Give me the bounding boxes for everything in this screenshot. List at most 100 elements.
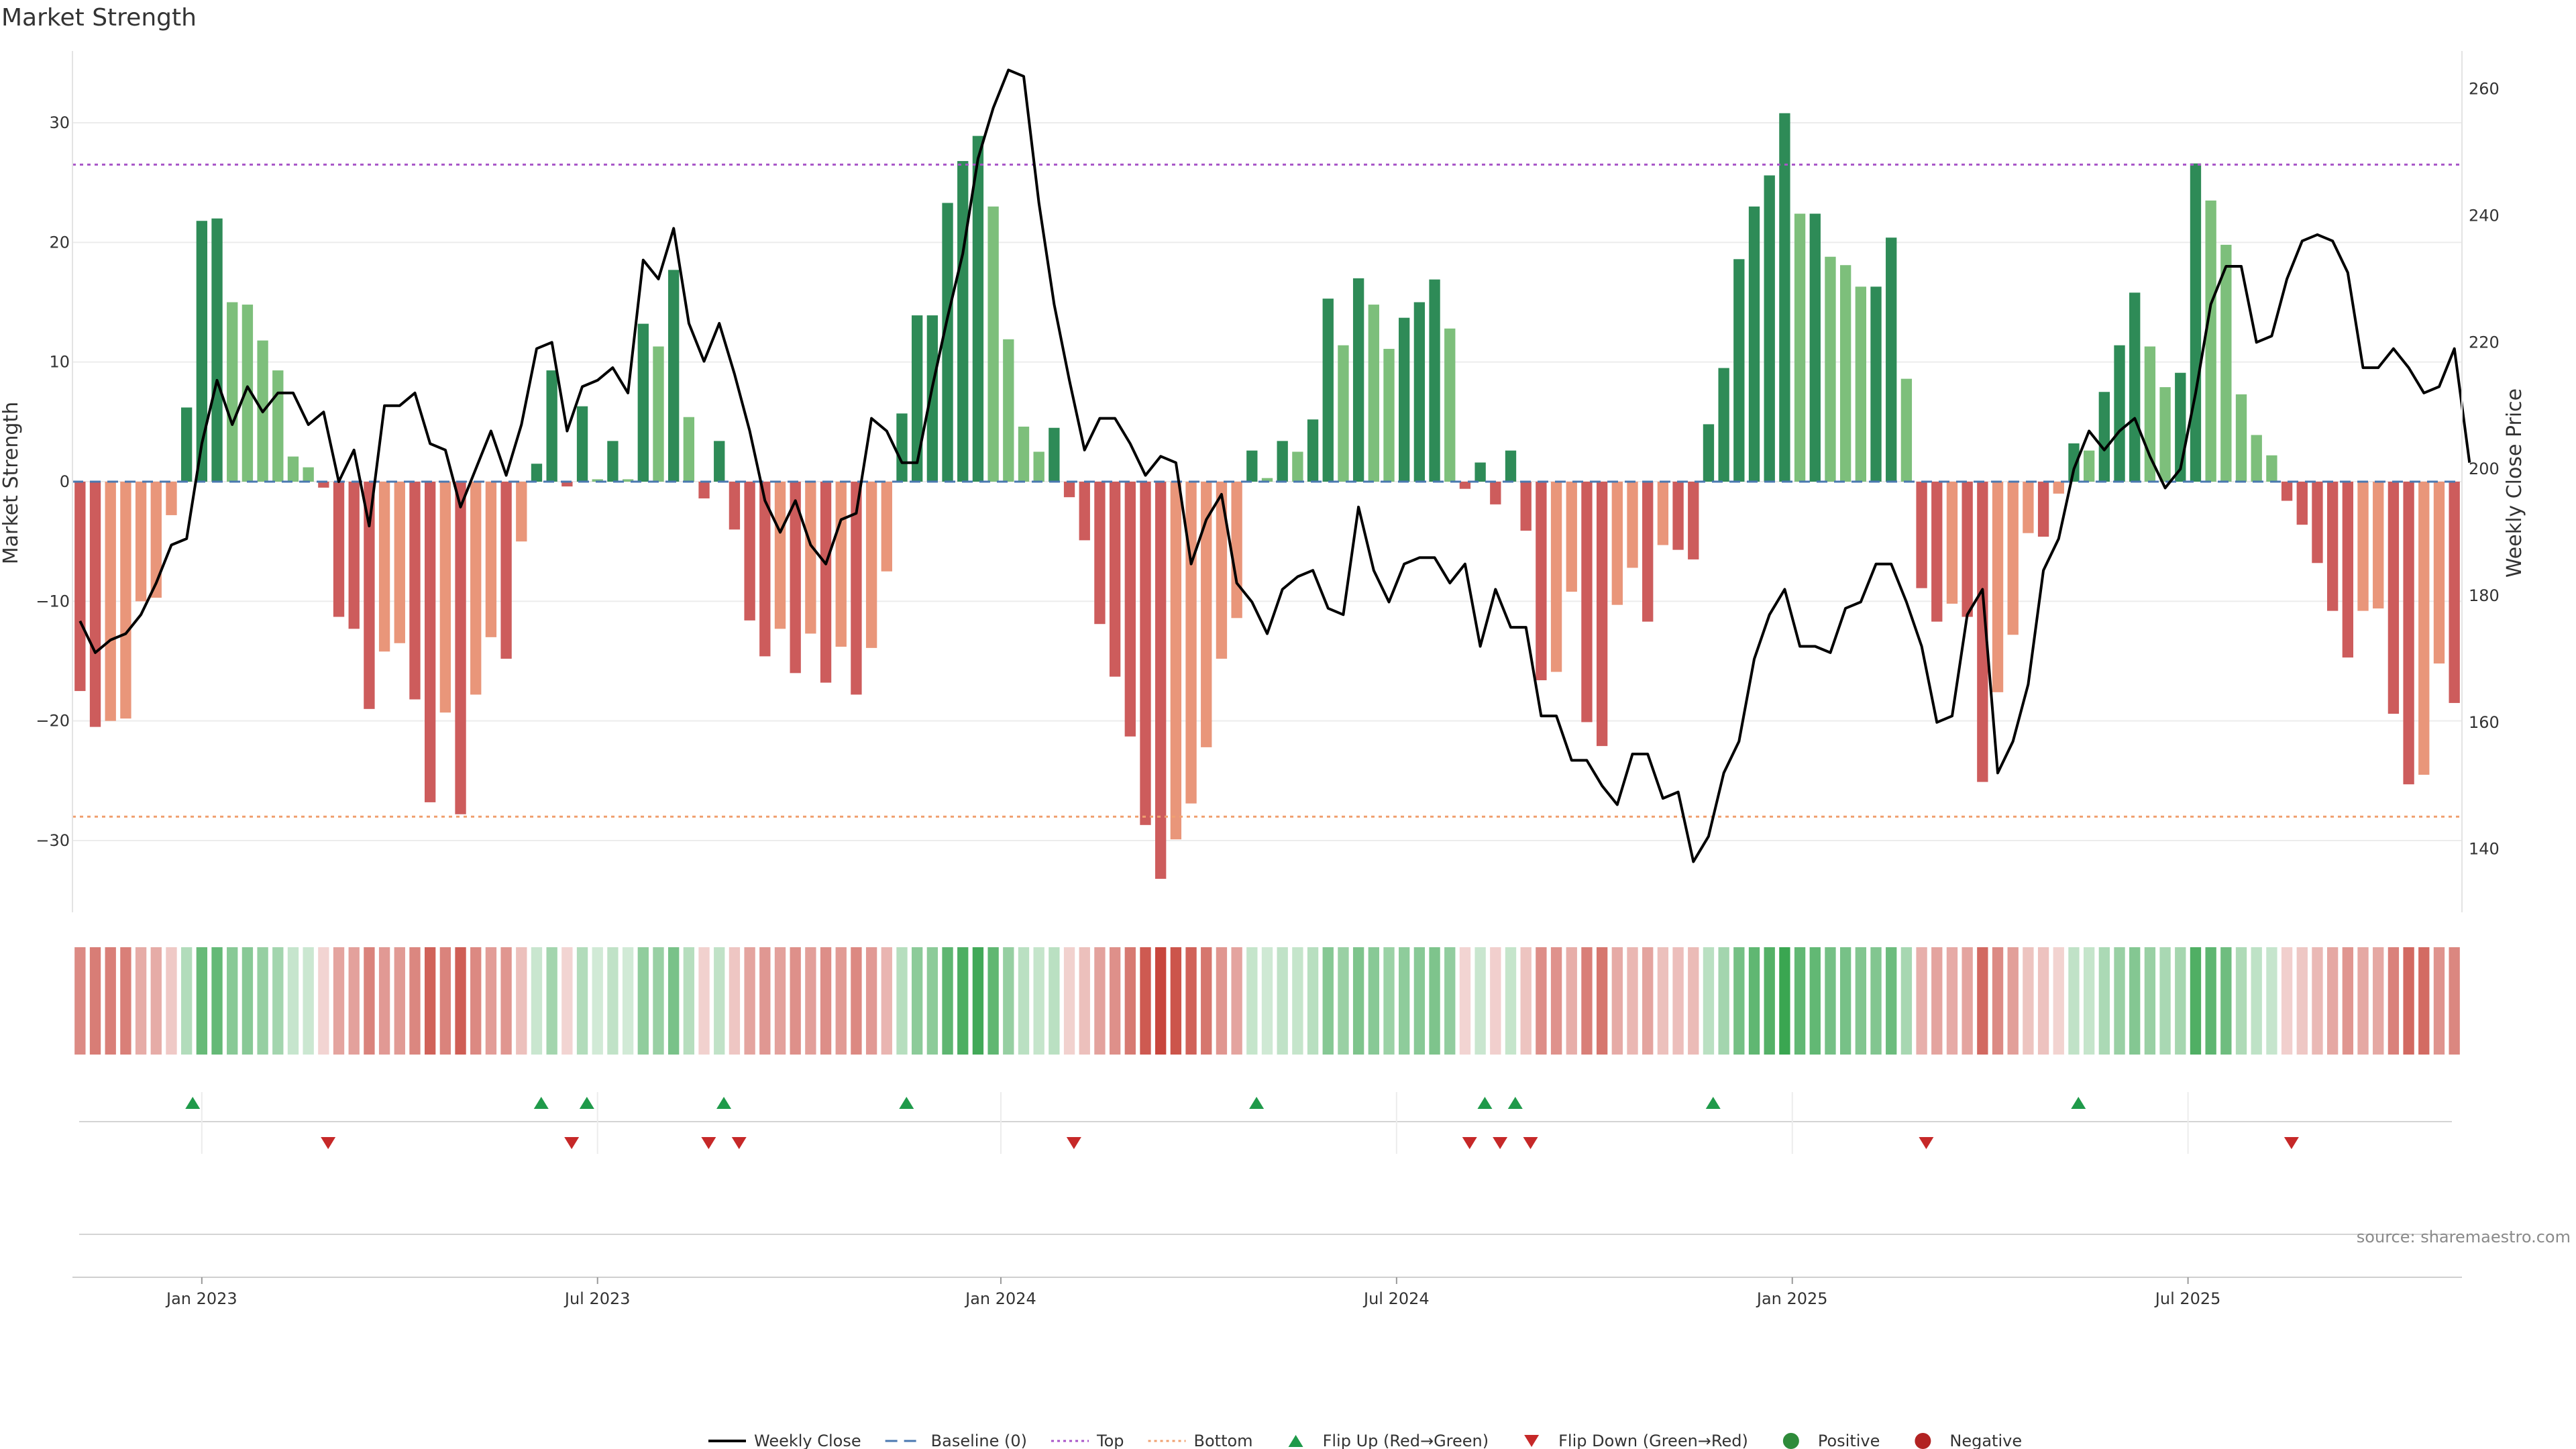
heat-cell: [105, 947, 116, 1055]
heat-cell: [2403, 947, 2414, 1055]
strength-bar: [942, 203, 953, 482]
heat-cell: [1246, 947, 1258, 1055]
strength-bar: [1825, 256, 1836, 482]
flip-down-marker: [1066, 1137, 1081, 1149]
flip-up-marker: [899, 1097, 914, 1109]
heat-cell: [333, 947, 345, 1055]
strength-bar: [1444, 328, 1456, 482]
heat-cell: [1399, 947, 1410, 1055]
strength-bar: [318, 482, 329, 488]
strength-bar: [409, 482, 421, 700]
heat-cell: [1170, 947, 1182, 1055]
heat-cell: [1338, 947, 1349, 1055]
strength-bar: [865, 482, 877, 648]
heat-cell: [972, 947, 984, 1055]
heat-cell: [439, 947, 451, 1055]
right-y-tick-label: 180: [2469, 586, 2500, 605]
heat-cell: [1094, 947, 1106, 1055]
right-y-tick-label: 160: [2469, 713, 2500, 732]
strength-bar: [516, 482, 527, 542]
right-y-tick-label: 200: [2469, 460, 2500, 478]
strength-bar: [1368, 305, 1379, 482]
strength-bar: [1170, 482, 1182, 840]
strength-bar: [2296, 482, 2308, 525]
heat-cell: [1079, 947, 1090, 1055]
strength-bar: [1338, 345, 1349, 482]
flip-down-marker: [1493, 1137, 1508, 1149]
strength-bar: [150, 482, 162, 598]
strength-bar: [1185, 482, 1197, 804]
heat-cell: [1627, 947, 1638, 1055]
heat-cell: [1018, 947, 1030, 1055]
legend-label: Positive: [1818, 1432, 1880, 1449]
strength-bar: [1124, 482, 1136, 737]
heat-cell: [196, 947, 208, 1055]
flip-down-marker: [564, 1137, 580, 1149]
strength-bar: [105, 482, 116, 721]
strength-bar: [714, 441, 725, 482]
heat-cell: [1886, 947, 1897, 1055]
strength-bar: [531, 464, 543, 482]
strength-bar: [287, 456, 299, 482]
heat-cell: [348, 947, 360, 1055]
heat-cell: [1870, 947, 1882, 1055]
strength-bar: [1931, 482, 1943, 622]
x-tick-label: Jan 2023: [165, 1289, 237, 1308]
flip-up-marker: [1705, 1097, 1721, 1109]
heat-cell: [1581, 947, 1593, 1055]
heat-cell: [1368, 947, 1379, 1055]
strength-bar: [820, 482, 832, 683]
heat-cell: [1490, 947, 1501, 1055]
strength-bar: [1474, 462, 1486, 482]
strength-bar: [2205, 200, 2216, 482]
heat-cell: [1946, 947, 1958, 1055]
heat-cell: [1216, 947, 1228, 1055]
legend-label: Baseline (0): [931, 1432, 1027, 1449]
strength-bar: [622, 479, 634, 482]
flip-up-marker: [1249, 1097, 1265, 1109]
heat-cell: [500, 947, 512, 1055]
legend-item: Bottom: [1148, 1432, 1253, 1449]
left-y-tick-label: −20: [36, 712, 70, 731]
heat-cell: [2251, 947, 2262, 1055]
heat-cell: [516, 947, 527, 1055]
heat-cell: [303, 947, 314, 1055]
strength-bar: [1505, 450, 1517, 482]
heat-cell: [1992, 947, 2004, 1055]
strength-bar: [1703, 424, 1715, 482]
strength-bar: [1155, 482, 1167, 879]
x-tick-label: Jul 2024: [1362, 1289, 1430, 1308]
strength-bar: [74, 482, 86, 692]
heat-cell: [1155, 947, 1167, 1055]
strength-bar: [2251, 435, 2262, 482]
flip-down-marker: [321, 1137, 336, 1149]
strength-bar: [1140, 482, 1151, 825]
strength-bar: [1429, 279, 1440, 482]
strength-bar: [348, 482, 360, 629]
strength-bar: [1916, 482, 1927, 588]
price-series: [78, 68, 2471, 863]
heat-cell: [2190, 947, 2202, 1055]
heat-cell: [2220, 947, 2232, 1055]
heat-cell: [2433, 947, 2445, 1055]
heat-cell: [896, 947, 908, 1055]
strength-bar: [333, 482, 345, 617]
heat-cell: [1931, 947, 1943, 1055]
strength-bar: [2357, 482, 2369, 611]
heat-cell: [257, 947, 268, 1055]
left-y-tick-label: 10: [49, 353, 70, 372]
strength-bar: [592, 479, 603, 482]
strength-bar: [1977, 482, 1988, 782]
heat-cell: [637, 947, 649, 1055]
heat-cell: [378, 947, 390, 1055]
strength-bar: [668, 270, 680, 482]
heat-cell: [1779, 947, 1790, 1055]
flip-up-marker: [1477, 1097, 1493, 1109]
strength-bar: [729, 482, 741, 530]
heat-cell: [2281, 947, 2293, 1055]
strength-bar: [180, 407, 193, 482]
heat-cell: [120, 947, 131, 1055]
heat-cell: [1383, 947, 1395, 1055]
heat-cell: [576, 947, 588, 1055]
strength-bar: [394, 482, 405, 643]
